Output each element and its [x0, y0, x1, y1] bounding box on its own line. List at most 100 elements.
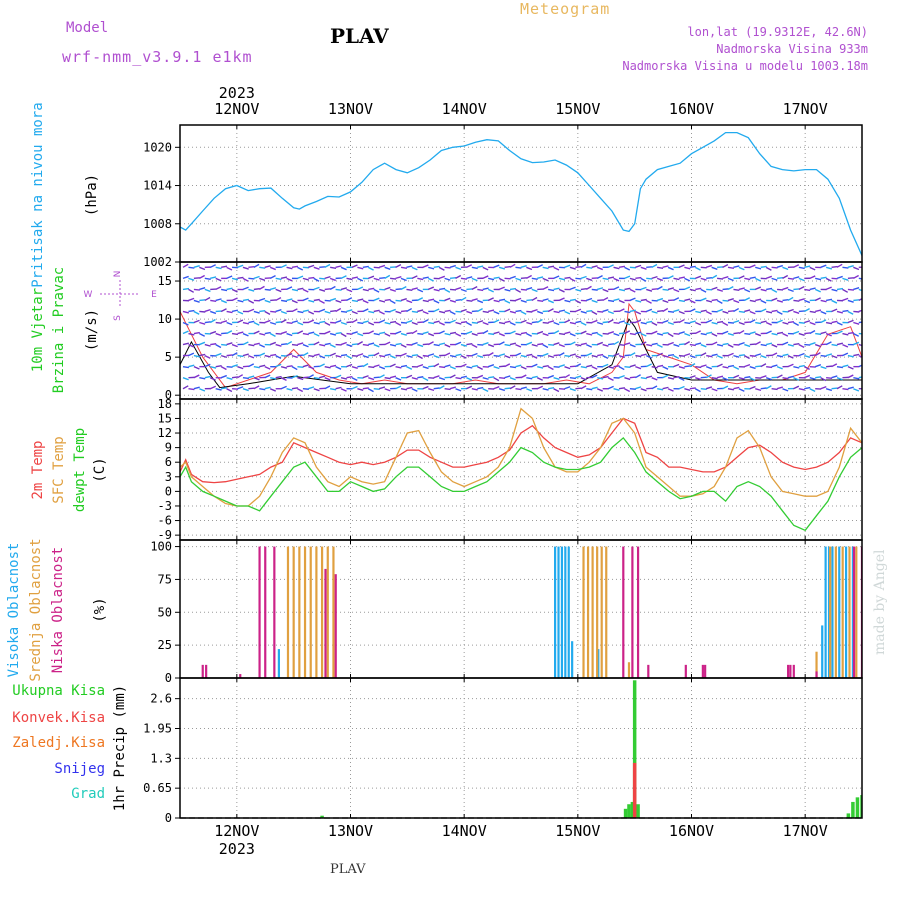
wind-barb [826, 365, 833, 368]
wind-barb [804, 265, 811, 269]
wind-barb [493, 264, 500, 268]
wind-barb [433, 320, 440, 324]
wind-barb [716, 299, 723, 304]
wind-barb [428, 365, 435, 368]
wind-barb [346, 321, 353, 324]
wind-barb [809, 377, 816, 380]
bar-cloud-0 [851, 546, 855, 678]
wind-barb [596, 332, 603, 337]
wind-barb [847, 277, 854, 280]
wind-barb [744, 288, 751, 293]
wind-barb [716, 375, 724, 379]
wind-barb [193, 265, 200, 269]
wind-barb [624, 310, 631, 314]
wind-barb [395, 310, 402, 314]
wind-barb [673, 354, 680, 360]
wind-barb [596, 388, 603, 392]
wind-barb [613, 286, 620, 291]
temp-label-2: SFC Temp [51, 436, 67, 503]
wind-barb [188, 343, 195, 348]
wind-barb [586, 332, 593, 336]
wind-barb [547, 299, 554, 304]
credit-watermark: made by Angel [872, 549, 888, 656]
wind-barb [694, 266, 701, 271]
wind-barb [188, 297, 195, 302]
wind-barb [553, 330, 560, 335]
wind-barb [580, 385, 587, 390]
wind-barb [607, 299, 615, 303]
wind-barb [237, 386, 244, 390]
wind-barb [711, 286, 718, 291]
wind-barb [280, 331, 288, 335]
wind-barb [498, 277, 505, 282]
wind-barb [193, 331, 200, 335]
wind-barb [351, 343, 358, 346]
wind-barb [286, 365, 293, 368]
wind-barb [182, 275, 189, 280]
wind-barb [804, 332, 811, 335]
bar-cloud-1 [834, 546, 837, 678]
wind-barb [406, 299, 413, 304]
wind-barb [259, 388, 266, 391]
bar-cloud-0 [597, 649, 600, 678]
wind-label-2: Brzina i Pravac [51, 267, 67, 393]
wind-barb [417, 332, 424, 335]
wind-barb [346, 297, 353, 302]
bar-cloud-0 [557, 546, 560, 678]
wind-barb [248, 277, 255, 280]
wind-barb [586, 309, 593, 313]
wind-barb [607, 310, 614, 315]
wind-barb [520, 310, 527, 315]
wind-barb [319, 343, 326, 347]
wind-barb [291, 288, 299, 292]
wind-barb [624, 354, 631, 357]
wind-barb [776, 299, 784, 303]
wind-barb [242, 321, 249, 325]
wind-barb [771, 332, 778, 336]
wind-barb [782, 274, 789, 279]
wind-barb [400, 321, 408, 324]
wind-barb [422, 299, 429, 303]
wind-barb [635, 299, 642, 303]
wind-barb [455, 332, 462, 337]
wind-barb [744, 332, 751, 335]
wind-barb [368, 310, 375, 314]
wind-barb [624, 330, 631, 335]
wind-barb [231, 376, 239, 379]
wind-barb [727, 343, 734, 348]
wind-barb [487, 343, 495, 348]
wind-barb [711, 376, 718, 380]
wind-barb [689, 299, 696, 304]
wind-barb [324, 377, 331, 381]
wind-barb [646, 343, 653, 347]
wind-barb [193, 277, 200, 280]
wind-barb [488, 332, 495, 336]
wind-barb [548, 265, 555, 269]
wind-barb [504, 354, 511, 359]
wind-barb [417, 376, 424, 379]
wind-barb [809, 321, 816, 326]
wind-barb [193, 310, 200, 315]
wind-barb [531, 277, 538, 280]
station-elevation: Nadmorska Visina 933m [716, 42, 868, 56]
wind-barb [286, 321, 293, 325]
wind-barb [547, 374, 555, 379]
wind-barb [678, 331, 685, 335]
cloud-unit: (%) [92, 597, 108, 622]
wind-barb [471, 266, 478, 270]
wind-barb [324, 288, 331, 291]
wind-barb [809, 342, 816, 346]
wind-barb [722, 342, 729, 346]
wind-barb [308, 319, 315, 324]
wind-barb [689, 354, 696, 359]
wind-barb [449, 277, 457, 280]
wind-barb [575, 299, 582, 304]
wind-barb [199, 310, 206, 313]
wind-barb [444, 332, 451, 336]
model-name: wrf-nmm_v3.9.1 e1km [62, 48, 253, 66]
bar-cloud-1 [320, 546, 324, 678]
wind-barb [231, 332, 239, 336]
wind-barb [602, 354, 609, 359]
wind-barb [493, 276, 500, 280]
